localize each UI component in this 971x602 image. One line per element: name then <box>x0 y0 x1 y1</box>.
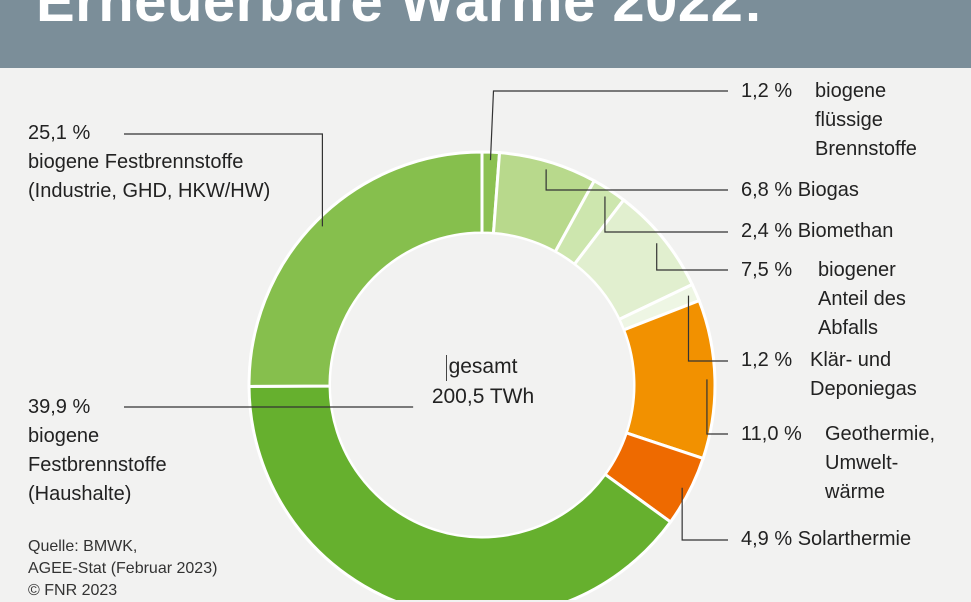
label-text: Klär- und <box>810 349 892 371</box>
pct-value: 1,2 % <box>741 349 793 371</box>
leader-line-6 <box>681 487 728 541</box>
label-text: Biomethan <box>797 220 894 242</box>
label-text: flüssige <box>815 109 883 131</box>
label-text: (Industrie, GHD, HKW/HW) <box>28 180 271 202</box>
pct-value: 25,1 % <box>28 122 91 144</box>
label-text: Biogas <box>797 179 859 201</box>
title-banner: Erneuerbare Wärme 2022: <box>0 0 971 68</box>
pct-value: 2,4 % <box>741 220 793 242</box>
leader-line-4 <box>687 295 728 362</box>
label-text: biogene <box>815 80 887 102</box>
label-biogas: 6,8 % Biogas <box>741 176 859 205</box>
chart-title: Erneuerbare Wärme 2022: <box>36 0 764 34</box>
pct-value: 7,5 % <box>741 259 793 281</box>
label-text: Anteil des <box>818 288 906 310</box>
label-fluessige-brennstoffe: 1,2 % biogene flüssige Brennstoffe <box>741 77 917 160</box>
label-text: wärme <box>825 481 886 503</box>
leader-line-8 <box>124 133 324 227</box>
label-text: Abfalls <box>818 317 879 339</box>
label-text: (Haushalte) <box>28 483 132 505</box>
label-biomethan: 2,4 % Biomethan <box>741 217 893 246</box>
source-line: Quelle: BMWK, <box>28 538 138 555</box>
label-festbrennstoffe-haushalte: 39,9 % biogene Festbrennstoffe (Haushalt… <box>28 393 167 509</box>
label-abfall: 7,5 % biogener Anteil des Abfalls <box>741 256 906 339</box>
pct-value: 1,2 % <box>741 80 793 102</box>
source-line: © FNR 2023 <box>28 582 118 599</box>
label-text: Umwelt- <box>825 452 899 474</box>
label-text: Deponiegas <box>810 378 917 400</box>
pct-value: 4,9 % <box>741 528 793 550</box>
source-note: Quelle: BMWK, AGEE-Stat (Februar 2023) ©… <box>28 536 217 602</box>
label-text: Solarthermie <box>797 528 912 550</box>
slice-7 <box>247 384 673 600</box>
donut-slices <box>247 150 717 600</box>
pct-value: 11,0 % <box>741 423 802 445</box>
pct-value: 39,9 % <box>28 396 91 418</box>
leader-lines <box>124 90 728 541</box>
leader-line-3 <box>656 243 728 271</box>
label-geothermie: 11,0 % Geothermie, Umwelt- wärme <box>741 420 935 503</box>
center-label: gesamt <box>448 355 518 378</box>
source-line: AGEE-Stat (Februar 2023) <box>28 560 218 577</box>
leader-line-5 <box>706 379 728 435</box>
center-value: 200,5 TWh <box>431 385 535 408</box>
center-total: gesamt 200,5 TWh <box>400 352 566 412</box>
label-text: biogene Festbrennstoffe <box>28 151 244 173</box>
center-cursor-mark <box>446 355 447 381</box>
slice-5 <box>621 298 717 461</box>
pct-value: 6,8 % <box>741 179 793 201</box>
label-text: biogene <box>28 425 100 447</box>
label-text: Brennstoffe <box>815 138 917 160</box>
donut-hole <box>331 234 633 536</box>
label-solarthermie: 4,9 % Solarthermie <box>741 525 911 554</box>
label-text: biogener <box>818 259 896 281</box>
leader-line-0 <box>489 90 728 161</box>
label-deponiegas: 1,2 % Klär- und Deponiegas <box>741 346 917 400</box>
label-festbrennstoffe-industrie: 25,1 % biogene Festbrennstoffe (Industri… <box>28 119 270 206</box>
leader-line-2 <box>604 196 728 233</box>
leader-line-1 <box>545 169 728 191</box>
label-text: Geothermie, <box>825 423 936 445</box>
label-text: Festbrennstoffe <box>28 454 167 476</box>
slice-8 <box>247 150 484 388</box>
